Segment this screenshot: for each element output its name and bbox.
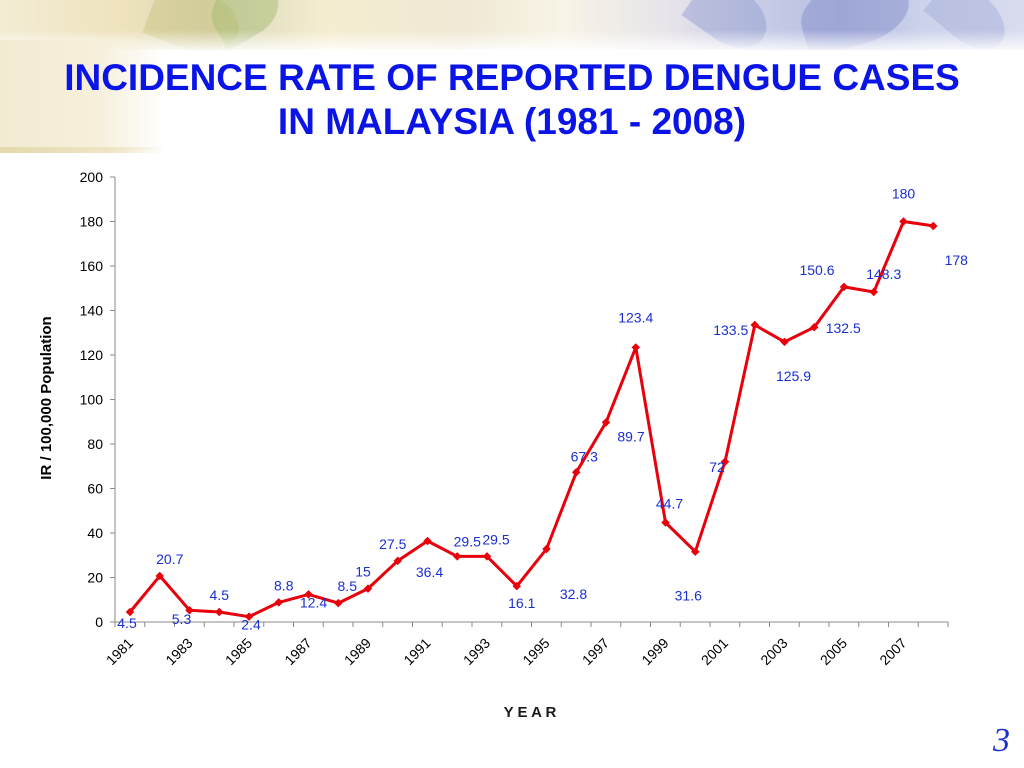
data-point	[423, 536, 432, 546]
y-tick-label: 120	[80, 347, 104, 363]
side-decoration-line	[0, 147, 165, 153]
data-point	[542, 544, 551, 554]
data-label: 132.5	[826, 320, 861, 336]
slide-title: INCIDENCE RATE OF REPORTED DENGUE CASES …	[0, 56, 1024, 144]
data-label: 123.4	[618, 309, 653, 325]
data-label: 32.8	[560, 586, 587, 602]
data-point	[363, 584, 373, 593]
data-label: 67.3	[571, 448, 598, 464]
data-point	[453, 552, 462, 561]
data-point	[274, 598, 283, 607]
x-tick-label: 2001	[698, 635, 731, 668]
data-label: 89.7	[617, 428, 644, 444]
data-label: 150.6	[799, 262, 834, 278]
x-tick-label: 2007	[876, 635, 909, 668]
y-tick-label: 20	[87, 570, 103, 586]
data-label: 125.9	[776, 368, 811, 384]
data-label: 180	[892, 186, 916, 202]
x-tick-label: 1999	[638, 635, 671, 668]
data-point	[482, 552, 492, 561]
data-point	[304, 590, 313, 599]
data-point	[572, 468, 581, 477]
x-tick-label: 2003	[757, 635, 790, 668]
y-tick-label: 180	[80, 214, 104, 230]
data-label: 29.5	[482, 531, 509, 547]
data-point	[810, 322, 819, 332]
data-label: 148.3	[866, 266, 901, 282]
data-label: 4.5	[117, 615, 137, 631]
slide-title-line-1: INCIDENCE RATE OF REPORTED DENGUE CASES	[64, 57, 960, 98]
y-tick-label: 0	[95, 614, 103, 630]
data-point	[512, 581, 521, 591]
data-label: 44.7	[656, 496, 683, 512]
chart-series	[125, 217, 938, 621]
data-label: 178	[945, 252, 969, 268]
data-point	[929, 221, 938, 231]
x-tick-label: 1993	[460, 635, 493, 668]
data-label: 15	[355, 564, 371, 580]
side-decoration	[0, 40, 165, 150]
data-point	[839, 282, 849, 292]
x-tick-label: 1989	[341, 635, 374, 668]
data-labels: 4.5 20.7 5.3 4.5 2.4 8.8 12.4 8.515 27.5 36.4 29.5…	[117, 186, 968, 633]
slide-title-line-2: IN MALAYSIA (1981 - 2008)	[277, 101, 747, 142]
data-point	[393, 556, 402, 566]
data-label: 36.4	[416, 564, 443, 580]
data-label: 4.5	[210, 587, 230, 603]
y-tick-label: 140	[80, 303, 104, 319]
data-label: 20.7	[156, 551, 183, 567]
y-tick-label: 60	[87, 481, 103, 497]
data-label: 31.6	[675, 588, 702, 604]
data-point	[720, 457, 730, 467]
data-point	[750, 320, 759, 330]
x-tick-label: 1985	[222, 635, 255, 668]
x-tick-label: 1997	[579, 635, 612, 668]
x-tick-label: 1983	[162, 635, 195, 668]
data-point	[899, 217, 908, 226]
data-point	[869, 287, 878, 297]
data-label: 5.3	[172, 611, 192, 627]
x-tick-label: 1991	[400, 635, 433, 668]
x-tick-label: 1987	[281, 635, 314, 668]
data-label: 8.5	[338, 578, 358, 594]
data-point	[691, 547, 700, 556]
x-axis: 1981 1983 1985 1987 1989 1991 1993 1995 1997 1999…	[103, 621, 949, 668]
data-point	[601, 418, 611, 427]
y-tick-label: 100	[80, 392, 104, 408]
data-label: 8.8	[274, 577, 294, 593]
series-line	[128, 220, 934, 619]
data-label: 133.5	[713, 322, 748, 338]
data-point	[215, 607, 224, 617]
y-axis-label: IR / 100,000 Population	[38, 316, 55, 479]
y-axis: 0 20 40 60 80 100 120 140 160 180 200	[80, 169, 116, 630]
data-label: 27.5	[379, 536, 406, 552]
x-tick-label: 1981	[103, 635, 136, 668]
data-label: 2.4	[241, 617, 261, 633]
data-label: 12.4	[300, 594, 327, 610]
page-number: 3	[993, 722, 1010, 759]
data-point	[334, 598, 343, 608]
y-tick-label: 40	[87, 525, 103, 541]
data-label: 16.1	[508, 595, 535, 611]
x-tick-label: 2005	[817, 635, 850, 668]
data-label: 29.5	[454, 533, 481, 549]
y-tick-label: 160	[80, 258, 104, 274]
data-point	[780, 337, 789, 347]
y-tick-label: 200	[80, 169, 104, 185]
data-point	[631, 343, 640, 352]
y-tick-label: 80	[87, 436, 103, 452]
x-tick-label: 1995	[519, 635, 552, 668]
banner-fade	[0, 30, 1024, 54]
data-point	[661, 518, 670, 527]
x-axis-label: Y E A R	[504, 704, 557, 721]
data-label: 72	[709, 459, 725, 475]
